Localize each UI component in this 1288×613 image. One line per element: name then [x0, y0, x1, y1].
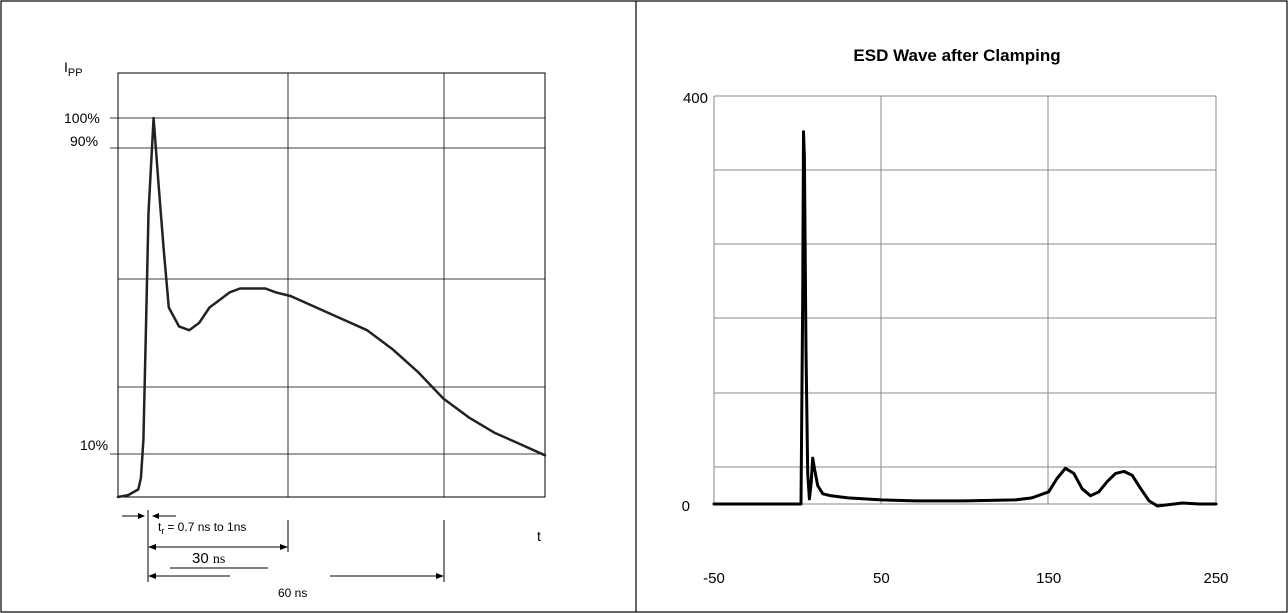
left-y-tick-90: 90%: [70, 133, 98, 149]
rise-time-left-arrowhead: [138, 513, 145, 519]
t30-annotation: 30 ns: [147, 510, 289, 582]
right-grid: [713, 95, 1217, 505]
t30-label: 30 ns: [192, 550, 225, 567]
left-y-tick-10: 10%: [80, 437, 108, 453]
esd-clamping-chart: ESD Wave after Clamping 400 0 -50 50 150 25…: [682, 46, 1229, 587]
rise-time-label: tr = 0.7 ns to 1ns: [158, 520, 246, 536]
rise-time-annotation: tr = 0.7 ns to 1ns: [122, 513, 246, 536]
t30-arrowhead-left: [148, 544, 156, 550]
left-y-axis-label: IPP: [64, 59, 83, 79]
right-y-tick-0: 0: [682, 498, 690, 515]
t60-arrowhead-right: [436, 573, 444, 579]
ipp-waveform-line: [116, 116, 547, 499]
right-x-tick-label: 50: [873, 570, 890, 587]
left-plot-area: [117, 72, 546, 498]
ipp-waveform-chart: IPP 100% 90% 10% t tr = 0.7 ns to 1ns 30 …: [64, 59, 547, 600]
esd-wave-line: [712, 130, 1218, 508]
right-chart-title: ESD Wave after Clamping: [853, 46, 1060, 65]
t60-label: 60 ns: [278, 586, 307, 600]
t60-arrowhead-left: [148, 573, 156, 579]
right-x-tick-label: 250: [1203, 570, 1228, 587]
rise-time-right-arrowhead: [152, 513, 159, 519]
left-grid: [110, 73, 545, 497]
right-y-tick-400: 400: [683, 90, 708, 107]
t30-arrowhead-right: [280, 544, 288, 550]
right-x-ticks: -50 50 150 250: [703, 570, 1228, 587]
t60-annotation: 60 ns: [148, 520, 445, 600]
right-x-tick-label: 150: [1036, 570, 1061, 587]
right-x-tick-label: -50: [703, 570, 725, 587]
left-x-axis-label: t: [537, 528, 541, 544]
left-y-tick-100: 100%: [64, 110, 100, 126]
